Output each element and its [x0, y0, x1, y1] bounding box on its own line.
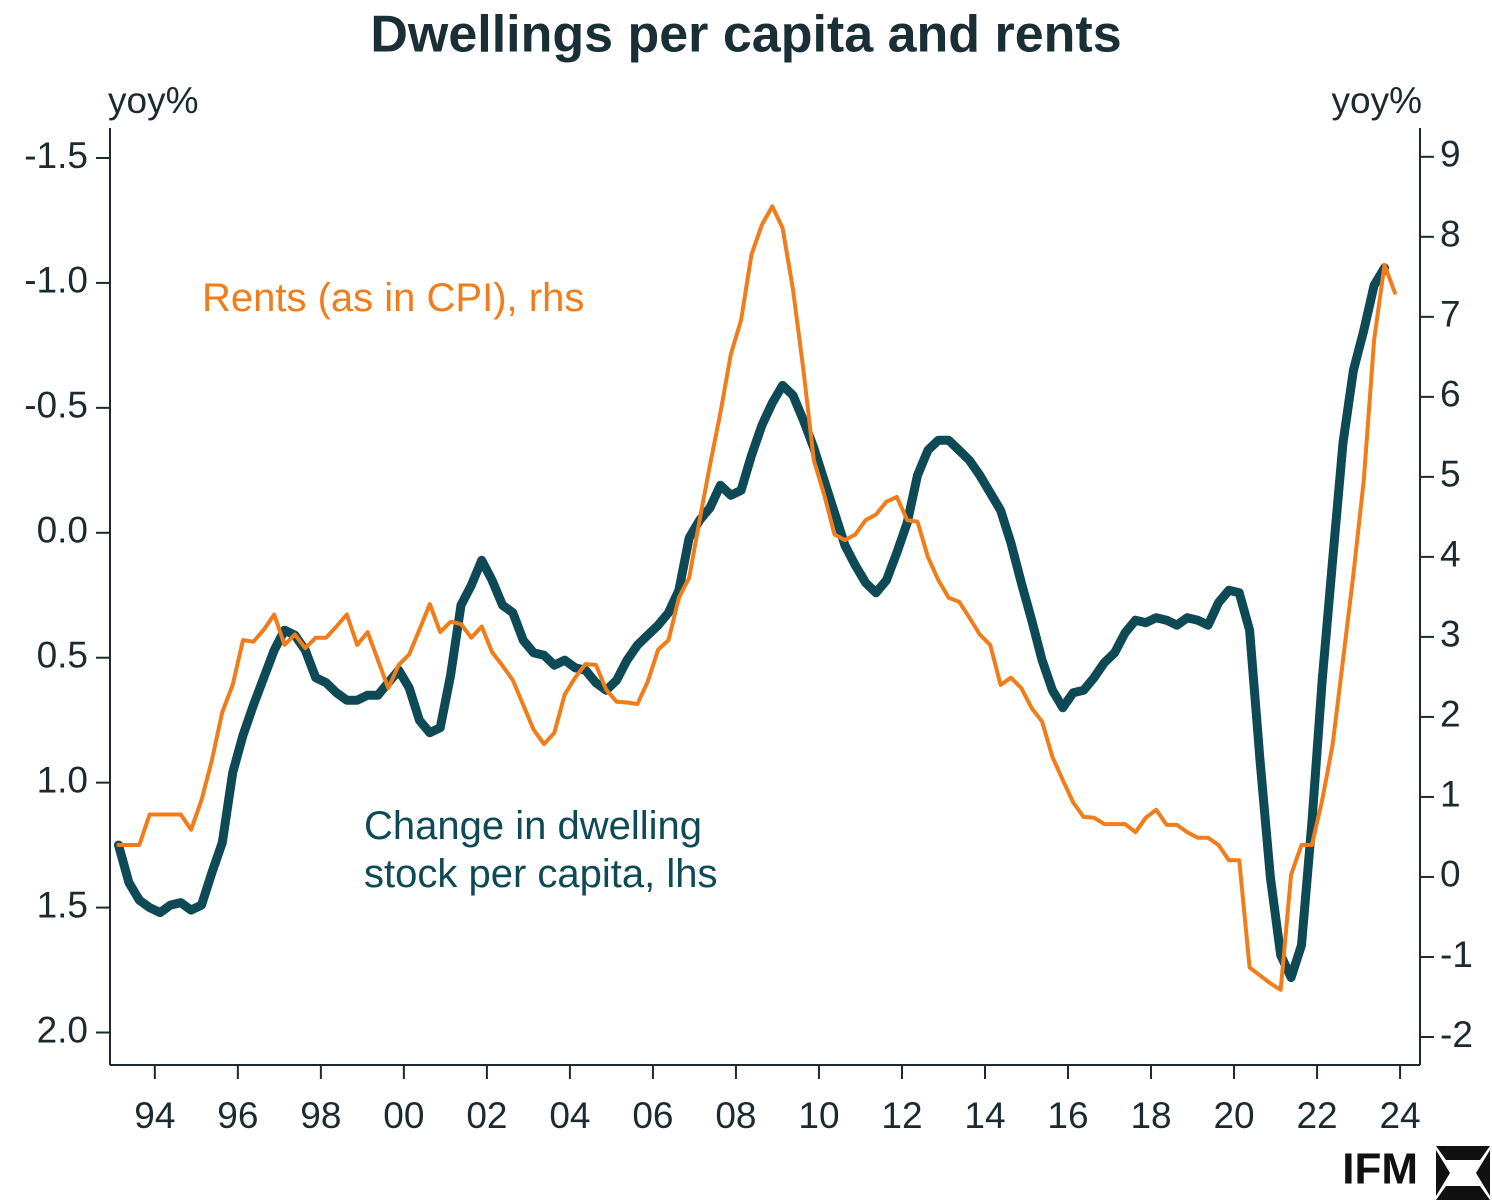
y2-tick-label: -2: [1440, 1014, 1473, 1055]
x-tick-label: 08: [715, 1095, 756, 1136]
y-tick-label: 1.5: [37, 884, 88, 925]
y-tick-label: 2.0: [37, 1009, 88, 1050]
x-tick-label: 94: [134, 1095, 175, 1136]
y2-tick-label: 2: [1440, 694, 1461, 735]
y-axis-unit: yoy%: [108, 80, 198, 121]
y2-tick-label: 1: [1440, 774, 1461, 815]
x-tick-label: 16: [1047, 1095, 1088, 1136]
y2-tick-label: 9: [1440, 134, 1461, 175]
y2-axis-unit: yoy%: [1332, 80, 1422, 121]
x-tick-label: 22: [1296, 1095, 1337, 1136]
x-tick-label: 18: [1130, 1095, 1171, 1136]
y2-tick-label: 7: [1440, 294, 1461, 335]
series-line: [114, 263, 1389, 982]
x-tick-label: 98: [300, 1095, 341, 1136]
y2-tick-label: -1: [1440, 934, 1473, 975]
x-tick-label: 04: [549, 1095, 590, 1136]
x-tick-label: 02: [466, 1095, 507, 1136]
y2-tick-label: 6: [1440, 374, 1461, 415]
x-tick-label: 00: [383, 1095, 424, 1136]
y2-tick-label: 0: [1440, 854, 1461, 895]
y2-tick-label: 3: [1440, 614, 1461, 655]
dwelling-label: Change in dwelling stock per capita, lhs: [364, 804, 718, 896]
y-tick-label: 1.0: [37, 759, 88, 800]
chart-title: Dwellings per capita and rents: [370, 6, 1121, 64]
y-tick-label: 0.5: [37, 634, 88, 675]
x-tick-label: 06: [632, 1095, 673, 1136]
logo-text: IFM: [1342, 1145, 1418, 1194]
x-tick-label: 10: [798, 1095, 839, 1136]
y-tick-label: -0.5: [24, 385, 88, 426]
y-tick-label: 0.0: [37, 510, 88, 551]
axes: [109, 128, 1421, 1066]
x-tick-label: 14: [964, 1095, 1005, 1136]
x-tick-label: 96: [217, 1095, 258, 1136]
x-tick-label: 24: [1379, 1095, 1420, 1136]
rents-label: Rents (as in CPI), rhs: [202, 276, 585, 320]
y2-tick-label: 4: [1440, 534, 1461, 575]
series-line: [116, 204, 1397, 992]
logo-icon: [1436, 1146, 1490, 1200]
x-tick-label: 20: [1213, 1095, 1254, 1136]
y-tick-label: -1.5: [24, 135, 88, 176]
y-tick-label: -1.0: [24, 260, 88, 301]
y2-tick-label: 8: [1440, 214, 1461, 255]
x-tick-label: 12: [881, 1095, 922, 1136]
y2-tick-label: 5: [1440, 454, 1461, 495]
